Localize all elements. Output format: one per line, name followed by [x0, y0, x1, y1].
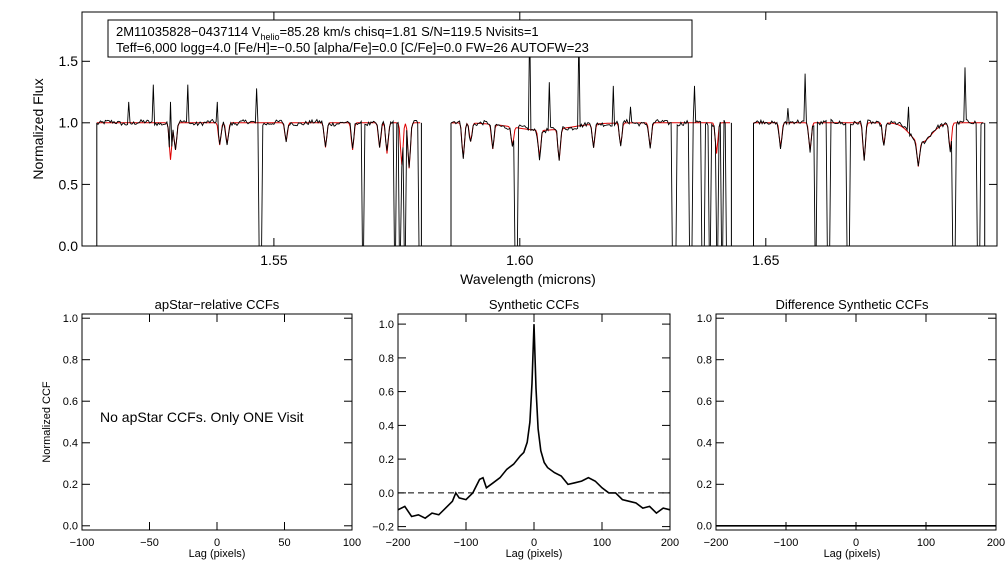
- difference-axis-ticks: −200 −100 0 100 200 0.0 0.2 0.4 0.6 0.8 1.0: [697, 313, 1005, 549]
- y-tick-label: 0.0: [697, 521, 712, 533]
- y-tick-label: 1.5: [59, 53, 79, 69]
- x-tick-label: −50: [140, 537, 159, 549]
- y-tick-label: 0.6: [697, 396, 712, 408]
- y-tick-label: 1.0: [63, 313, 78, 325]
- x-tick-label: 100: [917, 537, 935, 549]
- spectrum-y-axis-label: Normalized Flux: [30, 78, 46, 179]
- no-ccf-message: No apStar CCFs. Only ONE Visit: [100, 409, 304, 425]
- synthetic-panel-title: Synthetic CCFs: [489, 297, 580, 312]
- x-tick-label: 200: [661, 537, 679, 549]
- x-tick-label: 200: [987, 537, 1005, 549]
- y-tick-label: 0.4: [63, 438, 78, 450]
- star-info-line1: 2M11035828−0437114 Vhelio=85.28 km/s chi…: [116, 24, 539, 42]
- y-tick-label: 1.0: [697, 313, 712, 325]
- x-tick-label: 0: [853, 537, 859, 549]
- synthetic-ccf-curve: [397, 324, 671, 520]
- y-tick-label: 0.2: [63, 479, 78, 491]
- apstar-axis-ticks: −100 −50 0 50 100 0.0 0.2 0.4 0.6 0.8 1.0: [63, 313, 361, 549]
- x-tick-label: 50: [278, 537, 290, 549]
- spectrum-axis-ticks: 1.55 1.60 1.65 0.0 0.5 1.0 1.5: [59, 12, 997, 268]
- x-tick-label: 100: [593, 537, 611, 549]
- synthetic-ccf-panel: Synthetic CCFs Lag (pixels) −200 −100 0 100…: [372, 297, 679, 560]
- synthetic-axis-ticks: −200 −100 0 100 200 −0.2 0.0 0.2 0.4 0.6 0.8 1.0: [372, 314, 679, 549]
- observed-spectrum-line: [96, 19, 984, 247]
- difference-panel-title: Difference Synthetic CCFs: [776, 297, 929, 312]
- difference-ccf-panel: Difference Synthetic CCFs Lag (pixels) −…: [697, 297, 1005, 560]
- y-tick-label: −0.2: [372, 522, 394, 534]
- y-tick-label: 1.0: [379, 319, 394, 331]
- spectrum-x-axis-label: Wavelength (microns): [460, 271, 596, 287]
- y-tick-label: 0.0: [59, 238, 79, 254]
- y-tick-label: 0.8: [379, 353, 394, 365]
- apstar-ccf-panel: apStar−relative CCFs Lag (pixels) Normal…: [41, 297, 361, 560]
- y-tick-label: 0.2: [379, 454, 394, 466]
- x-tick-label: 0: [214, 537, 220, 549]
- difference-plot-frame: [715, 313, 997, 531]
- x-tick-label: 1.65: [752, 252, 779, 268]
- y-tick-label: 0.6: [379, 387, 394, 399]
- x-tick-label: 0: [531, 537, 537, 549]
- star-info-box: [107, 19, 693, 58]
- difference-x-axis-label: Lag (pixels): [824, 548, 881, 560]
- y-tick-label: 0.0: [379, 488, 394, 500]
- apstar-y-axis-label: Normalized CCF: [41, 381, 53, 463]
- x-tick-label: −100: [70, 537, 95, 549]
- apstar-x-axis-label: Lag (pixels): [189, 548, 246, 560]
- synthetic-x-axis-label: Lag (pixels): [506, 548, 563, 560]
- observed-spectrum-series: [96, 19, 986, 247]
- y-tick-label: 0.4: [379, 420, 394, 432]
- x-tick-label: −100: [454, 537, 479, 549]
- apstar-panel-title: apStar−relative CCFs: [155, 297, 280, 312]
- y-tick-label: 1.0: [59, 115, 79, 131]
- spectrum-panel: 1.55 1.60 1.65 0.0 0.5 1.0 1.5 2M11035828−0437…: [30, 11, 998, 287]
- x-tick-label: −200: [386, 537, 411, 549]
- x-tick-label: 100: [343, 537, 361, 549]
- y-tick-label: 0.6: [63, 396, 78, 408]
- x-tick-label: 1.55: [260, 252, 287, 268]
- x-tick-label: 1.60: [506, 252, 533, 268]
- y-tick-label: 0.5: [59, 176, 79, 192]
- x-tick-label: −100: [774, 537, 799, 549]
- star-info-line2: Teff=6,000 logg=4.0 [Fe/H]=−0.50 [alpha/…: [116, 40, 589, 55]
- y-tick-label: 0.8: [697, 355, 712, 367]
- y-tick-label: 0.0: [63, 521, 78, 533]
- x-tick-label: −200: [704, 537, 729, 549]
- spectrum-plot-frame: [81, 11, 998, 247]
- y-tick-label: 0.2: [697, 479, 712, 491]
- y-tick-label: 0.4: [697, 438, 712, 450]
- y-tick-label: 0.8: [63, 355, 78, 367]
